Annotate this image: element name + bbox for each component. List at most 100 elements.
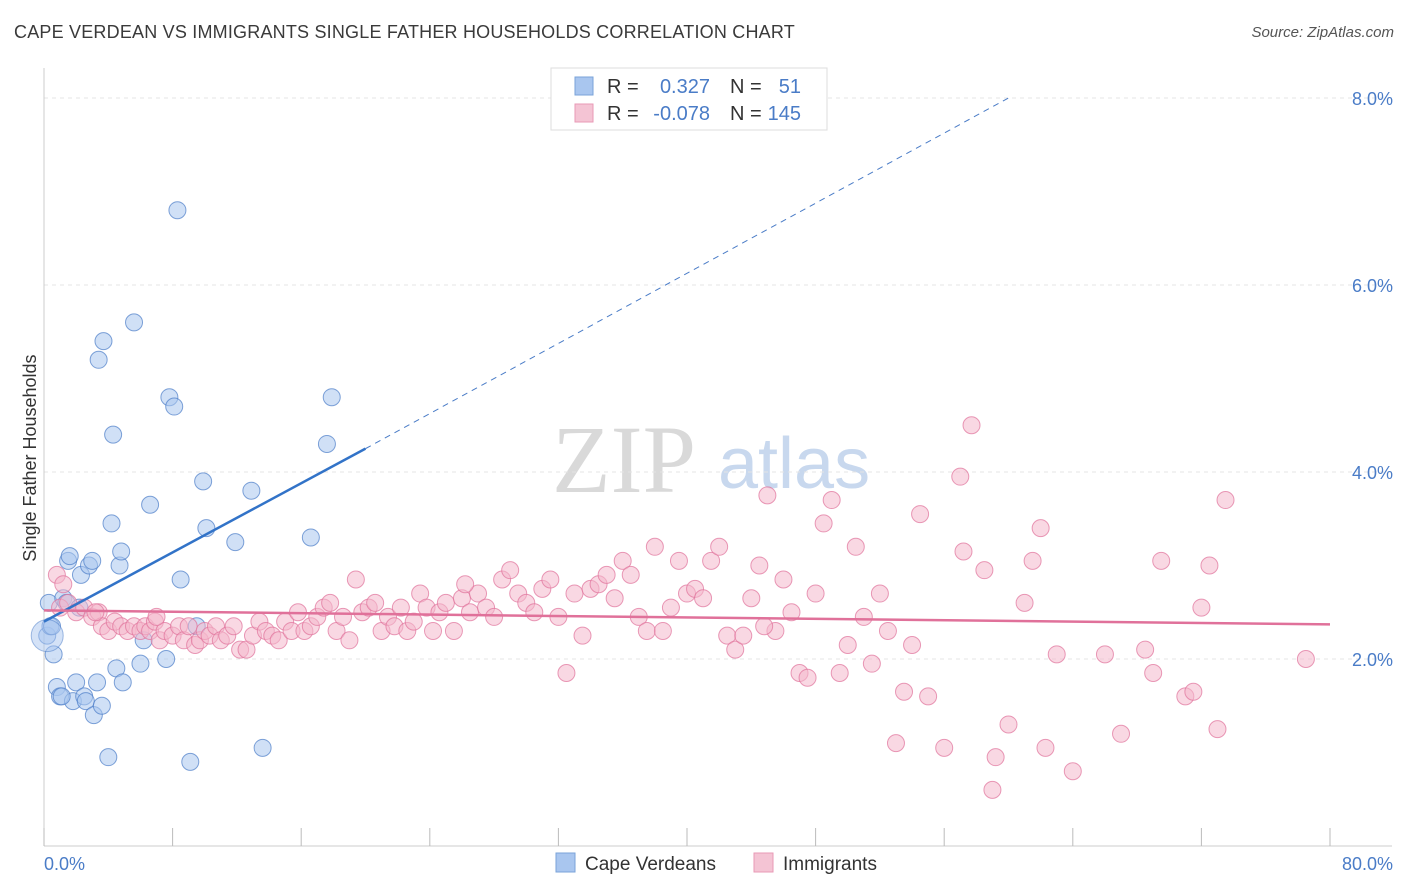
- point-immigrants-106: [774, 570, 793, 589]
- y-tick-label-1: 4.0%: [1352, 463, 1393, 483]
- y-tick-label-2: 6.0%: [1352, 276, 1393, 296]
- point-immigrants-109: [798, 668, 817, 687]
- point-cape-verdeans-48: [322, 388, 341, 407]
- point-immigrants-46: [321, 593, 340, 612]
- point-immigrants-48: [333, 607, 352, 626]
- trend-line-immigrants: [43, 609, 1331, 626]
- point-immigrants-125: [935, 738, 954, 757]
- tick-labels: 2.0% 4.0% 6.0% 8.0% 0.0% 80.0%: [44, 89, 1393, 874]
- gridlines: [44, 97, 1392, 660]
- point-cape-verdeans-31: [131, 654, 150, 673]
- chart-source: Source: ZipAtlas.com: [1251, 24, 1394, 41]
- legend-n-value-2: 145: [768, 103, 801, 125]
- point-immigrants-97: [702, 551, 721, 570]
- trend-lines: [43, 97, 1331, 626]
- point-immigrants-92: [661, 598, 680, 617]
- point-immigrants-84: [597, 565, 616, 584]
- point-cape-verdeans-22: [94, 332, 113, 351]
- point-immigrants-38: [269, 631, 288, 650]
- x-tick-label-0: 0.0%: [44, 854, 85, 874]
- legend-n-label-2: N =: [730, 103, 762, 125]
- point-immigrants-131: [986, 748, 1005, 767]
- point-immigrants-142: [1144, 664, 1163, 683]
- point-immigrants-50: [346, 570, 365, 589]
- y-tick-label-0: 2.0%: [1352, 650, 1393, 670]
- point-immigrants-90: [645, 537, 664, 556]
- point-immigrants-70: [485, 607, 504, 626]
- point-immigrants-133: [1015, 593, 1034, 612]
- point-immigrants-31: [224, 617, 243, 636]
- point-immigrants-102: [742, 589, 761, 608]
- point-cape-verdeans-45: [253, 738, 272, 757]
- point-cape-verdeans-46: [301, 528, 320, 547]
- bottom-legend-cape-verdeans: Cape Verdeans: [585, 854, 716, 875]
- legend-r-value-1: 0.327: [660, 76, 710, 98]
- point-cape-verdeans-24: [102, 514, 121, 533]
- point-immigrants-64: [436, 593, 455, 612]
- point-immigrants-114: [838, 635, 857, 654]
- point-immigrants-68: [469, 584, 488, 603]
- point-immigrants-49: [340, 631, 359, 650]
- point-immigrants-129: [975, 561, 994, 580]
- point-immigrants-117: [862, 654, 881, 673]
- point-cape-verdeans-38: [171, 570, 190, 589]
- point-immigrants-153: [456, 575, 475, 594]
- point-immigrants-141: [1136, 640, 1155, 659]
- point-immigrants-121: [895, 682, 914, 701]
- point-immigrants-126: [951, 467, 970, 486]
- point-immigrants-85: [605, 589, 624, 608]
- bottom-legend-swatch-immigrants: [753, 852, 774, 873]
- point-cape-verdeans-44: [242, 481, 261, 500]
- point-immigrants-150: [1296, 650, 1315, 668]
- bottom-legend-immigrants: Immigrants: [783, 854, 877, 875]
- point-immigrants-89: [637, 621, 656, 640]
- point-cape-verdeans-25: [104, 425, 123, 444]
- axes: [43, 68, 1392, 847]
- legend-swatch-cape-verdeans: [574, 76, 594, 96]
- point-immigrants-107: [782, 603, 801, 622]
- point-cape-verdeans-21: [92, 696, 111, 715]
- point-immigrants-80: [565, 584, 584, 603]
- trend-line-cape-verdeans: [43, 447, 367, 623]
- point-immigrants-119: [878, 621, 897, 640]
- point-immigrants-72: [501, 561, 520, 580]
- point-cape-verdeans-20: [89, 350, 108, 369]
- bottom-legend-swatch-cape-verdeans: [555, 852, 576, 873]
- legend-box: [550, 67, 828, 131]
- point-immigrants-23: [179, 617, 198, 636]
- point-immigrants-103: [750, 556, 769, 575]
- legend-swatch-immigrants: [574, 103, 594, 123]
- point-cape-verdeans-11: [67, 673, 86, 692]
- point-immigrants-134: [1023, 551, 1042, 570]
- point-immigrants-91: [653, 621, 672, 640]
- point-cape-verdeans-29: [113, 673, 132, 692]
- point-immigrants-93: [669, 551, 688, 570]
- y-axis-label: Single Father Households: [20, 354, 40, 561]
- legend-r-value-2: -0.078: [653, 103, 710, 125]
- legend-n-label-1: N =: [730, 76, 762, 98]
- point-cape-verdeans-41: [194, 472, 213, 491]
- point-immigrants-81: [573, 626, 592, 645]
- point-immigrants-65: [444, 621, 463, 640]
- point-cape-verdeans-30: [125, 313, 144, 332]
- point-immigrants-124: [919, 687, 938, 706]
- point-immigrants-2: [54, 575, 73, 594]
- point-cape-verdeans-36: [165, 397, 184, 416]
- point-immigrants-101: [734, 626, 753, 645]
- point-immigrants-59: [404, 612, 423, 631]
- point-immigrants-77: [541, 570, 560, 589]
- correlation-legend: R = 0.327 N = 51 R = -0.078 N = 145: [550, 67, 828, 131]
- point-cape-verdeans-23: [99, 748, 118, 767]
- point-immigrants-147: [1200, 556, 1219, 575]
- point-cape-verdeans-17: [83, 551, 102, 570]
- point-immigrants-79: [557, 664, 576, 683]
- point-immigrants-75: [525, 603, 544, 622]
- watermark-zip: ZIP: [552, 406, 696, 513]
- series-legend: Cape Verdeans Immigrants: [555, 852, 877, 875]
- x-tick-label-1: 80.0%: [1342, 854, 1393, 874]
- point-cape-verdeans-43: [226, 533, 245, 552]
- point-immigrants-116: [854, 607, 873, 626]
- point-immigrants-138: [1063, 762, 1082, 781]
- point-immigrants-127: [954, 542, 973, 561]
- point-immigrants-128: [962, 416, 981, 435]
